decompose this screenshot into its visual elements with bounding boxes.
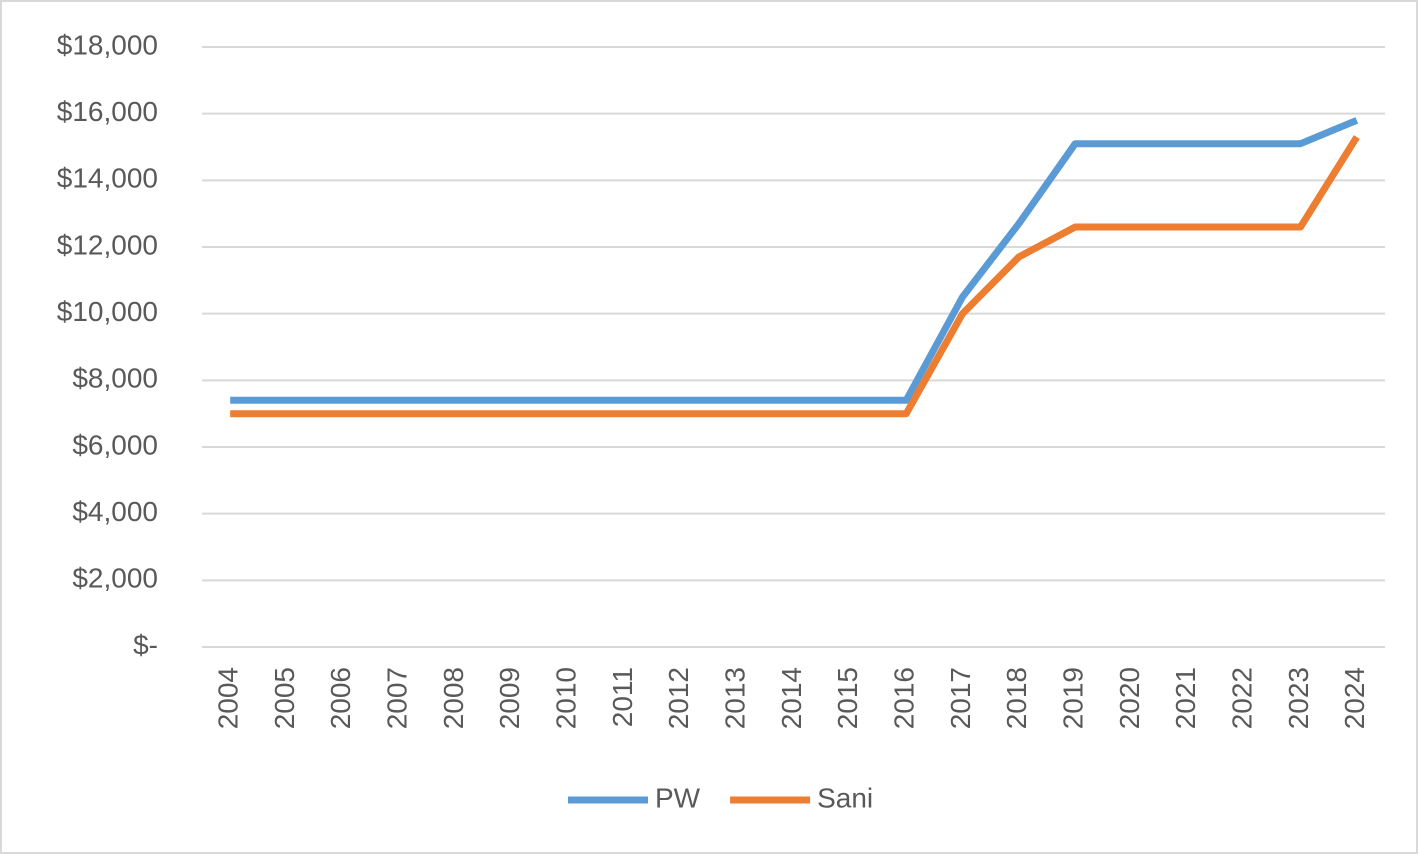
y-tick-label: $12,000	[57, 229, 158, 260]
legend-label: Sani	[817, 782, 873, 813]
x-tick-label: 2004	[213, 667, 244, 729]
y-tick-label: $8,000	[72, 363, 158, 394]
y-tick-label: $-	[133, 629, 158, 660]
y-tick-label: $4,000	[72, 496, 158, 527]
legend-item: Sani	[730, 782, 873, 813]
x-tick-label: 2019	[1058, 667, 1089, 729]
x-tick-label: 2013	[720, 667, 751, 729]
x-tick-label: 2015	[832, 667, 863, 729]
x-tick-label: 2018	[1001, 667, 1032, 729]
x-tick-label: 2020	[1114, 667, 1145, 729]
series-line	[230, 117, 1359, 404]
y-tick-label: $10,000	[57, 296, 158, 327]
x-tick-label: 2022	[1227, 667, 1258, 729]
x-tick-label: 2016	[889, 667, 920, 729]
x-tick-label: 2007	[382, 667, 413, 729]
x-tick-label: 2006	[325, 667, 356, 729]
x-tick-label: 2014	[776, 667, 807, 729]
x-tick-label: 2009	[494, 667, 525, 729]
x-tick-label: 2012	[663, 667, 694, 729]
x-tick-label: 2011	[607, 667, 638, 727]
y-tick-label: $18,000	[57, 29, 158, 60]
series-line	[230, 135, 1360, 418]
x-tick-label: 2023	[1283, 667, 1314, 729]
x-tick-label: 2024	[1339, 667, 1370, 729]
legend-item: PW	[568, 782, 701, 813]
y-tick-label: $2,000	[72, 563, 158, 594]
x-tick-label: 2021	[1170, 667, 1201, 729]
y-tick-label: $16,000	[57, 96, 158, 127]
x-tick-label: 2008	[438, 667, 469, 729]
x-tick-label: 2005	[269, 667, 300, 729]
x-tick-label: 2017	[945, 667, 976, 729]
legend-label: PW	[655, 782, 701, 813]
y-tick-label: $14,000	[57, 163, 158, 194]
y-tick-label: $6,000	[72, 429, 158, 460]
x-tick-label: 2010	[551, 667, 582, 729]
